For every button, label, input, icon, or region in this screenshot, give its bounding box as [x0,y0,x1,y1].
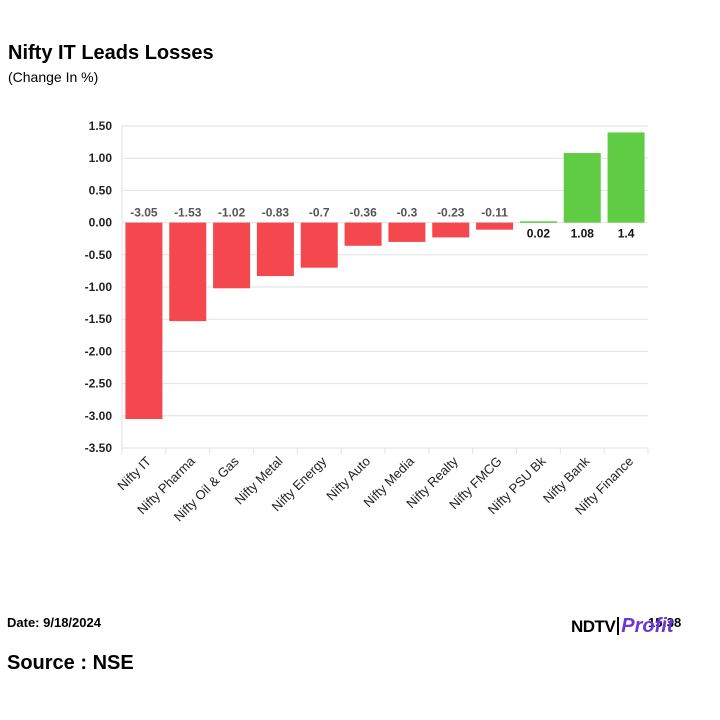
bar-nifty-psu-bk [519,221,557,223]
logo-ndtv-text: NDTV [571,617,616,636]
y-tick-label: -2.00 [85,344,113,358]
y-tick-label: 1.00 [89,151,113,165]
bar-nifty-oil-gas [213,222,251,289]
ndtv-profit-logo: NDTV Profit [571,615,674,637]
logo-profit-text: Profit [621,615,674,637]
chart-subtitle: (Change In %) [8,69,99,85]
y-tick-label: 0.50 [89,183,113,197]
y-tick-label: -0.50 [85,248,113,262]
bar-nifty-energy [300,222,338,268]
data-label: -3.05 [130,206,158,220]
bar-nifty-finance [607,132,645,223]
bar-nifty-metal [256,222,294,277]
footer-time: 15:38 [648,615,682,630]
data-label: -0.23 [437,206,465,220]
data-label: -0.36 [349,206,377,220]
bar-nifty-bank [563,153,601,223]
data-label: -0.3 [397,206,418,220]
data-label: -0.83 [262,206,290,220]
bar-nifty-auto [344,222,382,246]
data-label: -1.02 [218,206,246,220]
y-tick-label: -1.00 [85,280,113,294]
y-tick-label: -2.50 [85,377,113,391]
data-label: 1.4 [618,227,635,241]
y-tick-label: -3.00 [85,409,113,423]
source-note: Source : NSE [7,652,134,674]
bars [125,132,645,420]
data-label: 1.08 [571,227,595,241]
data-labels: -3.05 -1.53 -1.02 -0.83 -0.7 -0.36 -0.3 -0.23 -0… [130,206,635,241]
data-label: 0.02 [527,227,551,241]
bar-nifty-realty [432,222,470,238]
chart-title: Nifty IT Leads Losses [8,42,214,64]
x-tick-label: Nifty IT [114,453,154,493]
logo-separator [617,617,620,635]
y-tick-label: 0.00 [89,216,113,230]
bar-nifty-pharma [169,222,207,322]
data-label: -0.11 [481,206,508,220]
bar-nifty-media [388,222,426,242]
y-tick-label: 1.50 [89,119,113,133]
data-label: -1.53 [174,206,202,220]
y-axis-ticks: 1.50 1.00 0.50 0.00 -0.50 -1.00 -1.50 -2.00 -2.5… [85,119,113,455]
data-label: -0.7 [309,206,330,220]
y-tick-label: -3.50 [85,441,113,455]
footer-date: Date: 9/18/2024 [7,615,101,630]
y-tick-label: -1.50 [85,312,113,326]
bar-nifty-fmcg [476,222,514,230]
grid-lines [121,125,649,454]
bar-nifty-it [125,222,163,420]
